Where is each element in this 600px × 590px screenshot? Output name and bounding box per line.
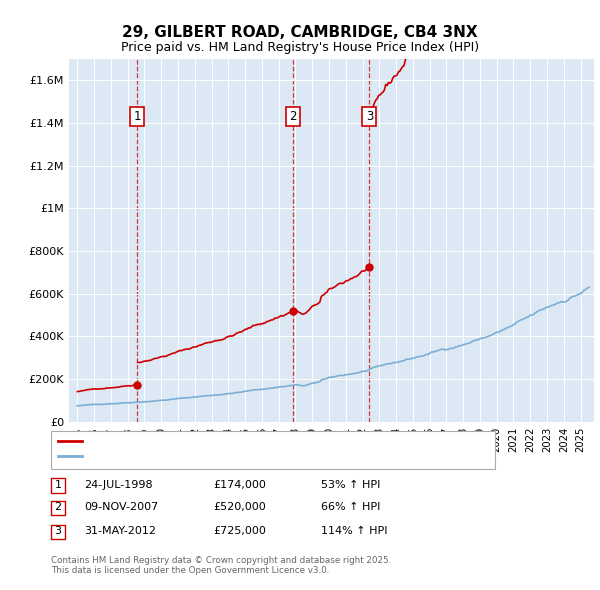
Text: 1: 1 <box>133 110 141 123</box>
Text: 3: 3 <box>366 110 373 123</box>
Text: Contains HM Land Registry data © Crown copyright and database right 2025.
This d: Contains HM Land Registry data © Crown c… <box>51 556 391 575</box>
Text: 1: 1 <box>55 480 61 490</box>
Text: 29, GILBERT ROAD, CAMBRIDGE, CB4 3NX (semi-detached house): 29, GILBERT ROAD, CAMBRIDGE, CB4 3NX (se… <box>88 437 431 446</box>
Text: 31-MAY-2012: 31-MAY-2012 <box>84 526 156 536</box>
Text: 2: 2 <box>55 503 61 512</box>
Text: £520,000: £520,000 <box>213 503 266 512</box>
Text: Price paid vs. HM Land Registry's House Price Index (HPI): Price paid vs. HM Land Registry's House … <box>121 41 479 54</box>
Text: HPI: Average price, semi-detached house, Cambridge: HPI: Average price, semi-detached house,… <box>88 451 367 461</box>
Text: £174,000: £174,000 <box>213 480 266 490</box>
Text: 24-JUL-1998: 24-JUL-1998 <box>84 480 152 490</box>
Text: 2: 2 <box>289 110 297 123</box>
Text: 09-NOV-2007: 09-NOV-2007 <box>84 503 158 512</box>
Text: 3: 3 <box>55 526 61 536</box>
Text: 53% ↑ HPI: 53% ↑ HPI <box>321 480 380 490</box>
Text: £725,000: £725,000 <box>213 526 266 536</box>
Text: 66% ↑ HPI: 66% ↑ HPI <box>321 503 380 512</box>
Text: 114% ↑ HPI: 114% ↑ HPI <box>321 526 388 536</box>
Text: 29, GILBERT ROAD, CAMBRIDGE, CB4 3NX: 29, GILBERT ROAD, CAMBRIDGE, CB4 3NX <box>122 25 478 40</box>
